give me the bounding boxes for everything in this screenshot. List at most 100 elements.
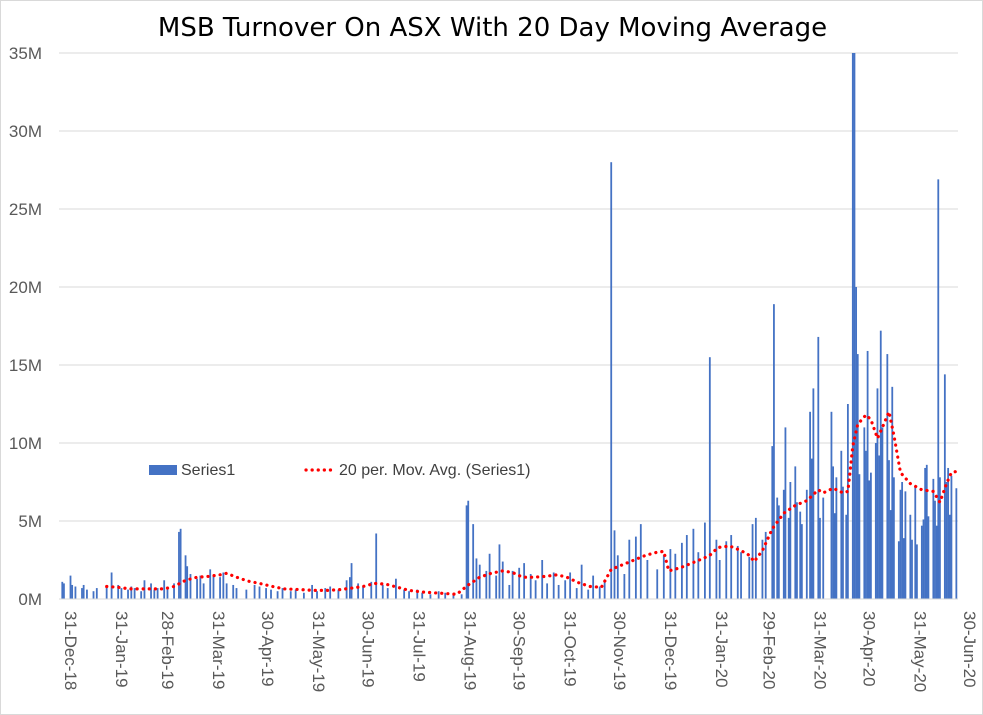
x-tick-label: 30-Apr-19 [258, 611, 277, 687]
legend-label-moving-average: 20 per. Mov. Avg. (Series1) [339, 462, 531, 479]
bar [429, 594, 432, 599]
x-tick-label: 31-Aug-19 [460, 611, 479, 690]
bar [639, 524, 642, 599]
bar [886, 354, 889, 599]
bar [245, 589, 248, 599]
bar [805, 489, 808, 599]
bar [199, 575, 202, 599]
bar [120, 588, 123, 599]
bar [350, 563, 353, 599]
bar [613, 530, 616, 599]
bar [189, 574, 192, 599]
bar [534, 580, 537, 599]
bar [937, 179, 940, 600]
bar [796, 502, 798, 599]
bar [777, 505, 780, 599]
bar [718, 560, 721, 599]
bar [939, 477, 941, 599]
bar [375, 533, 378, 599]
x-tick-label: 30-Sep-19 [510, 611, 529, 690]
bar [610, 162, 613, 599]
bar [863, 427, 866, 599]
bar [71, 584, 74, 599]
bar [703, 522, 706, 599]
bar [868, 480, 871, 599]
bar [81, 588, 83, 599]
x-tick-label: 31-May-19 [309, 611, 328, 692]
bar [501, 561, 504, 599]
grid-lines [59, 52, 958, 522]
bar [773, 304, 775, 599]
bar [105, 586, 108, 599]
bar [628, 539, 631, 599]
bar [564, 580, 567, 599]
bar [799, 511, 802, 599]
bar [69, 575, 72, 599]
x-tick-label: 31-Mar-19 [209, 611, 228, 689]
bar [276, 591, 279, 599]
bar [822, 497, 825, 599]
bar [416, 589, 419, 599]
bar [945, 482, 948, 599]
bar [508, 584, 511, 599]
bar [362, 586, 364, 599]
bar [395, 578, 397, 599]
bar [580, 564, 583, 599]
bar [166, 586, 169, 599]
bar [133, 588, 136, 599]
x-tick-label: 31-Jul-19 [409, 611, 428, 682]
bar [219, 577, 221, 599]
bar [835, 477, 838, 599]
bar [467, 500, 470, 599]
bar [680, 542, 683, 599]
bar [922, 519, 925, 599]
bar [222, 572, 225, 599]
bar [955, 488, 958, 599]
x-tick-label: 30-Jun-20 [960, 611, 979, 688]
bar [598, 586, 601, 599]
y-tick-label: 20M [9, 278, 42, 297]
x-tick-label: 30-Nov-19 [610, 611, 629, 690]
bar [708, 357, 711, 599]
bar [258, 586, 261, 599]
bar [897, 541, 900, 599]
bar [812, 388, 815, 599]
bar [546, 583, 549, 599]
bar [950, 475, 953, 599]
bar [179, 528, 182, 599]
y-tick-label: 25M [9, 200, 42, 219]
bar [840, 450, 843, 599]
bar [337, 589, 340, 599]
x-tick-label: 30-Jun-19 [359, 611, 378, 688]
bar [381, 584, 384, 599]
bar [845, 514, 848, 599]
bar [485, 570, 488, 599]
bar [878, 455, 881, 599]
bar [669, 549, 672, 599]
bar [899, 489, 902, 599]
bar [656, 569, 659, 599]
bar [851, 53, 854, 599]
bar [523, 563, 526, 599]
bar [465, 505, 468, 599]
bar [575, 588, 578, 599]
bar [692, 528, 695, 599]
bar [819, 517, 821, 599]
bar [569, 572, 572, 599]
bar [253, 584, 256, 599]
bar [437, 591, 440, 599]
bar [869, 472, 872, 599]
x-tick-label: 30-Apr-20 [860, 611, 879, 687]
bar [889, 510, 892, 599]
bar [86, 589, 88, 599]
bar [552, 572, 555, 599]
bar [212, 575, 215, 599]
bar [904, 491, 907, 599]
bar [173, 583, 175, 599]
bar [63, 583, 65, 599]
bar [846, 404, 849, 599]
bar [163, 580, 166, 599]
x-tick-label: 31-Jan-19 [112, 611, 131, 688]
